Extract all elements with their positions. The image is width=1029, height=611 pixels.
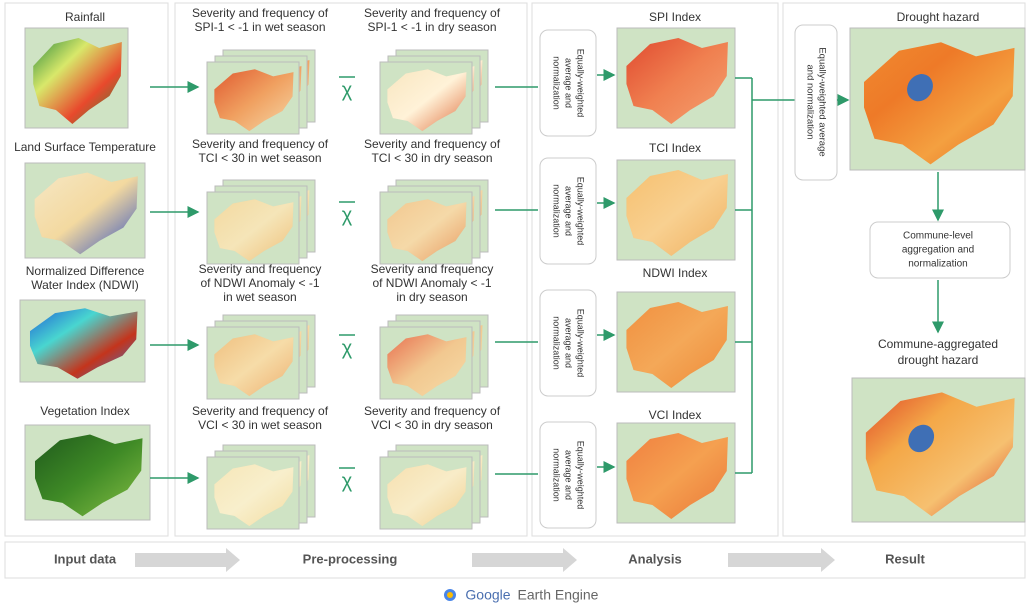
label: Equally-weighted <box>576 441 586 510</box>
label: Severity and frequency of <box>192 404 329 418</box>
label: Google <box>465 587 510 603</box>
label: Input data <box>54 551 117 566</box>
map-thumbnail <box>617 292 735 392</box>
label: Equally-weighted <box>576 177 586 246</box>
map-thumbnail <box>617 160 735 260</box>
label: Severity and frequency of <box>192 6 329 20</box>
map-thumbnail <box>25 163 145 258</box>
label: SPI-1 < -1 in dry season <box>367 20 496 34</box>
label: VCI Index <box>649 408 702 422</box>
label: average and <box>564 318 574 368</box>
label: of NDWI Anomaly < -1 <box>200 276 319 290</box>
map-thumbnail <box>852 378 1025 522</box>
label: TCI < 30 in dry season <box>371 151 492 165</box>
label: NDWI Index <box>643 266 708 280</box>
label: average and <box>564 450 574 500</box>
label: Result <box>885 551 925 566</box>
label: normalization <box>552 316 562 370</box>
label: TCI < 30 in wet season <box>198 151 321 165</box>
map-thumbnail <box>207 327 299 399</box>
label: SPI Index <box>649 10 701 24</box>
label: in wet season <box>223 290 296 304</box>
label: drought hazard <box>898 353 979 367</box>
label: Equally-weighted average <box>816 47 827 156</box>
label: TCI Index <box>649 141 701 155</box>
map-thumbnail <box>850 28 1025 170</box>
map-thumbnail <box>20 300 145 382</box>
map-thumbnail <box>617 28 735 128</box>
label: Water Index (NDWI) <box>31 278 139 292</box>
map-thumbnail <box>25 425 150 520</box>
label: Drought hazard <box>897 10 980 24</box>
label: Land Surface Temperature <box>14 140 156 154</box>
label: χ <box>342 470 353 492</box>
label: Commune-level <box>903 231 973 242</box>
map-thumbnail <box>207 62 299 134</box>
label: χ <box>342 204 353 226</box>
label: normalization <box>552 184 562 238</box>
label: Equally-weighted <box>576 49 586 118</box>
diagram: Rainfall Land Surface Temperature Normaliz… <box>0 0 1029 606</box>
map-thumbnail <box>380 327 472 399</box>
label: Severity and frequency of <box>364 137 501 151</box>
map-thumbnail <box>207 457 299 529</box>
label: Analysis <box>628 551 681 566</box>
map-thumbnail <box>617 423 735 523</box>
label: VCI < 30 in wet season <box>198 418 322 432</box>
label: Commune-aggregated <box>878 337 998 351</box>
label: Severity and frequency <box>371 262 494 276</box>
logo <box>447 592 453 598</box>
label: Severity and frequency <box>199 262 322 276</box>
label: in dry season <box>396 290 467 304</box>
label: Earth Engine <box>518 587 599 603</box>
label: of NDWI Anomaly < -1 <box>372 276 491 290</box>
map-thumbnail <box>380 62 472 134</box>
label: normalization <box>908 259 967 270</box>
label: aggregation and <box>902 245 974 256</box>
map-thumbnail <box>207 192 299 264</box>
map-thumbnail <box>380 457 472 529</box>
map-thumbnail <box>380 192 472 264</box>
label: Severity and frequency of <box>364 404 501 418</box>
label: Severity and frequency of <box>364 6 501 20</box>
label: normalization <box>552 56 562 110</box>
label: SPI-1 < -1 in wet season <box>194 20 325 34</box>
label: Equally-weighted <box>576 309 586 378</box>
label: Normalized Difference <box>26 264 145 278</box>
label: χ <box>342 337 353 359</box>
label: average and <box>564 58 574 108</box>
label: and normalization <box>804 65 815 140</box>
label: Severity and frequency of <box>192 137 329 151</box>
label: VCI < 30 in dry season <box>371 418 493 432</box>
label: Pre-processing <box>303 551 398 566</box>
map-thumbnail <box>25 28 128 128</box>
label: average and <box>564 186 574 236</box>
label: Vegetation Index <box>40 404 129 418</box>
label: normalization <box>552 448 562 502</box>
label: χ <box>342 79 353 101</box>
label: Rainfall <box>65 10 105 24</box>
